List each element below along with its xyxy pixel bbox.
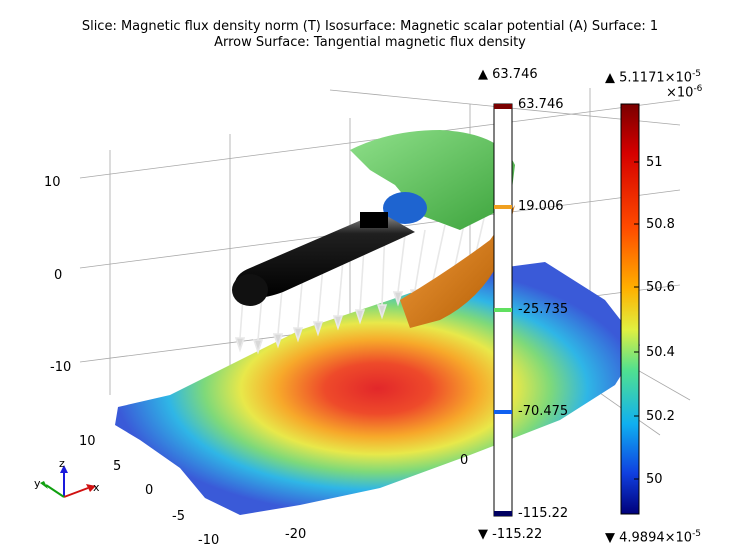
slice-colorbar-tick-50-8: 50.8 — [646, 217, 675, 232]
green-coil-isosurface — [350, 130, 515, 230]
iso-level-2 — [494, 205, 512, 209]
slice-colorbar-min-label: ▼ 4.9894×10-5 — [605, 529, 702, 546]
z-tick-10: 10 — [44, 175, 61, 190]
slice-colorbar — [620, 103, 640, 515]
y-tick-neg10: -10 — [198, 533, 220, 548]
iso-level-3 — [494, 308, 512, 312]
iso-legend-level-4: -70.475 — [518, 404, 569, 419]
y-tick-10: 10 — [79, 434, 96, 449]
slice-colorbar-tick-50-6: 50.6 — [646, 280, 675, 295]
iso-legend-level-5: -115.22 — [518, 506, 569, 521]
slice-colorbar-multiplier: ×10-6 — [666, 84, 703, 101]
orange-coil-isosurface — [400, 205, 515, 328]
y-tick-neg5: -5 — [172, 509, 185, 524]
iso-legend-max-label: ▲ 63.746 — [478, 67, 538, 82]
iso-legend-level-2: 19.006 — [518, 199, 564, 214]
iso-legend-level-1: 63.746 — [518, 97, 564, 112]
blue-magnet — [383, 192, 427, 224]
slice-colorbar-tick-51: 51 — [646, 155, 663, 170]
iso-legend-min-label: ▼ -115.22 — [478, 527, 543, 542]
y-tick-0: 0 — [145, 483, 154, 498]
y-tick-5: 5 — [113, 459, 122, 474]
plot-title-line1: Slice: Magnetic flux density norm (T) Is… — [81, 19, 659, 34]
triad-z-label: z — [59, 457, 65, 470]
triad-x-label: x — [93, 481, 100, 494]
colorbar-ticks — [634, 161, 639, 480]
black-core — [234, 212, 415, 299]
plot-title-line2: Arrow Surface: Tangential magnetic flux … — [214, 35, 526, 50]
iso-level-max — [494, 104, 512, 109]
iso-legend-level-3: -25.735 — [518, 302, 569, 317]
slice-colorbar-tick-50-4: 50.4 — [646, 345, 675, 360]
triad-y-label: y — [34, 477, 41, 490]
axis-triad — [40, 465, 96, 498]
slice-colorbar-tick-50: 50 — [646, 472, 663, 487]
z-tick-neg10: -10 — [50, 360, 72, 375]
flux-density-slice — [115, 262, 640, 515]
iso-level-min — [494, 511, 512, 516]
slice-colorbar-tick-50-2: 50.2 — [646, 409, 675, 424]
core-block — [360, 212, 388, 228]
iso-level-4 — [494, 410, 512, 414]
x-tick-0: 0 — [460, 453, 469, 468]
slice-colorbar-max-label: ▲ 5.1171×10-5 — [605, 69, 702, 86]
core-end-cap — [232, 274, 268, 306]
x-tick-neg20: -20 — [285, 527, 307, 542]
z-tick-0: 0 — [54, 268, 63, 283]
